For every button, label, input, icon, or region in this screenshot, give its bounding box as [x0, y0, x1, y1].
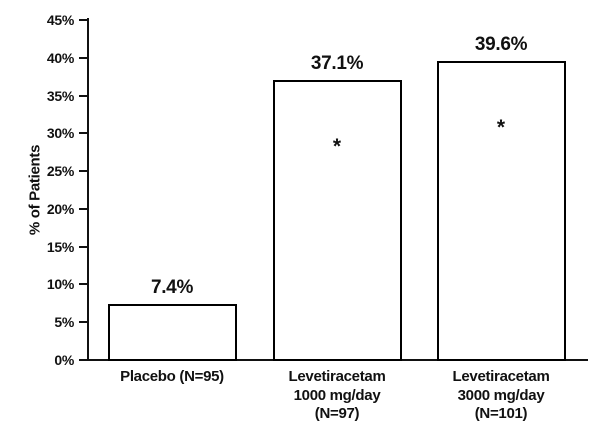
x-category-label: Levetiracetam 3000 mg/day (N=101): [452, 368, 550, 422]
y-axis-title: % of Patients: [26, 144, 44, 236]
y-tick-label: 10%: [46, 276, 74, 293]
significance-asterisk: *: [496, 115, 506, 139]
y-tick-label: 45%: [46, 12, 74, 28]
y-tick-label: 35%: [46, 87, 74, 104]
y-tick-mark: [79, 19, 88, 21]
y-tick-mark: [79, 132, 88, 135]
bar: [436, 60, 566, 361]
y-tick-label: 20%: [46, 200, 74, 217]
bar: [107, 304, 237, 361]
y-tick-label: 0%: [54, 352, 74, 368]
x-category-label: Levetiracetam 1000 mg/day (N=97): [288, 368, 386, 422]
y-tick-label: 15%: [46, 238, 74, 255]
y-tick-mark: [79, 170, 88, 173]
y-tick-label: 40%: [46, 49, 74, 66]
y-axis-line: [87, 18, 89, 361]
y-tick-mark: [79, 94, 88, 97]
y-tick-label: 30%: [46, 125, 74, 142]
y-tick-mark: [79, 283, 88, 286]
bar-value-label: 37.1%: [310, 52, 364, 74]
bar-value-label: 7.4%: [150, 277, 194, 299]
x-category-label: Placebo (N=95): [120, 368, 224, 385]
y-tick-mark: [79, 321, 88, 324]
y-tick-label: 25%: [46, 163, 74, 180]
bar: [272, 79, 402, 361]
y-tick-mark: [79, 56, 88, 59]
y-tick-mark: [79, 207, 88, 210]
y-tick-mark: [79, 245, 88, 248]
y-tick-mark: [79, 359, 88, 361]
y-tick-label: 5%: [54, 314, 74, 331]
significance-asterisk: *: [332, 134, 342, 158]
bar-value-label: 39.6%: [474, 33, 528, 55]
